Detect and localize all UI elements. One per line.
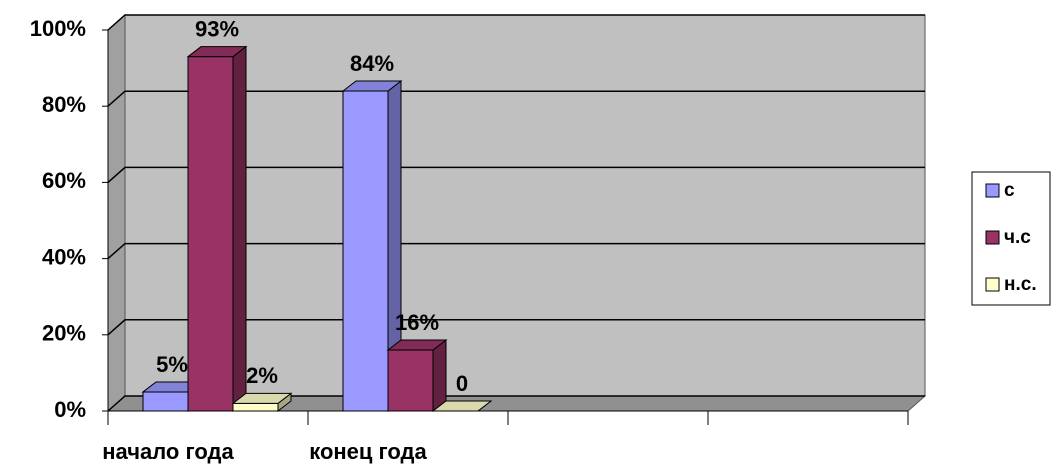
grid-line	[107, 242, 925, 260]
bar	[142, 391, 189, 412]
legend-label: н.с.	[1004, 274, 1037, 295]
y-tick-label: 0%	[54, 397, 86, 422]
bar	[387, 349, 434, 412]
data-label: 84%	[350, 51, 394, 76]
bar	[342, 90, 389, 412]
data-label: 93%	[195, 16, 239, 41]
y-tick-label: 100%	[30, 16, 86, 41]
legend-label: ч.с	[1004, 227, 1031, 248]
x-tick-label: конец года	[309, 439, 427, 464]
data-label: 16%	[395, 310, 439, 335]
bar-top	[431, 400, 493, 412]
grid-line	[107, 319, 925, 336]
bar	[187, 56, 234, 412]
legend	[971, 171, 1051, 306]
bar-side	[432, 339, 447, 413]
y-tick-label: 20%	[42, 321, 86, 346]
data-label: 2%	[246, 363, 278, 388]
legend-swatch	[985, 183, 1000, 198]
grid-line	[107, 166, 925, 183]
legend-swatch	[985, 277, 1000, 292]
side-wall	[107, 13, 126, 413]
x-tick-label: начало года	[102, 439, 234, 464]
bar-top	[231, 392, 293, 404]
data-label: 5%	[156, 352, 188, 377]
grid-line	[107, 90, 925, 107]
bar	[232, 402, 279, 412]
data-label: 0	[456, 371, 468, 396]
y-tick-label: 80%	[42, 92, 86, 117]
bar-side	[232, 45, 247, 413]
y-tick-label: 60%	[42, 168, 86, 193]
bar-top	[386, 339, 448, 351]
grid-line	[107, 14, 925, 31]
grid-line	[107, 395, 925, 412]
bar-top	[341, 80, 403, 92]
y-tick-label: 40%	[42, 244, 86, 269]
legend-swatch	[985, 230, 1000, 245]
legend-label: с	[1004, 180, 1015, 201]
bar-top	[186, 46, 248, 58]
